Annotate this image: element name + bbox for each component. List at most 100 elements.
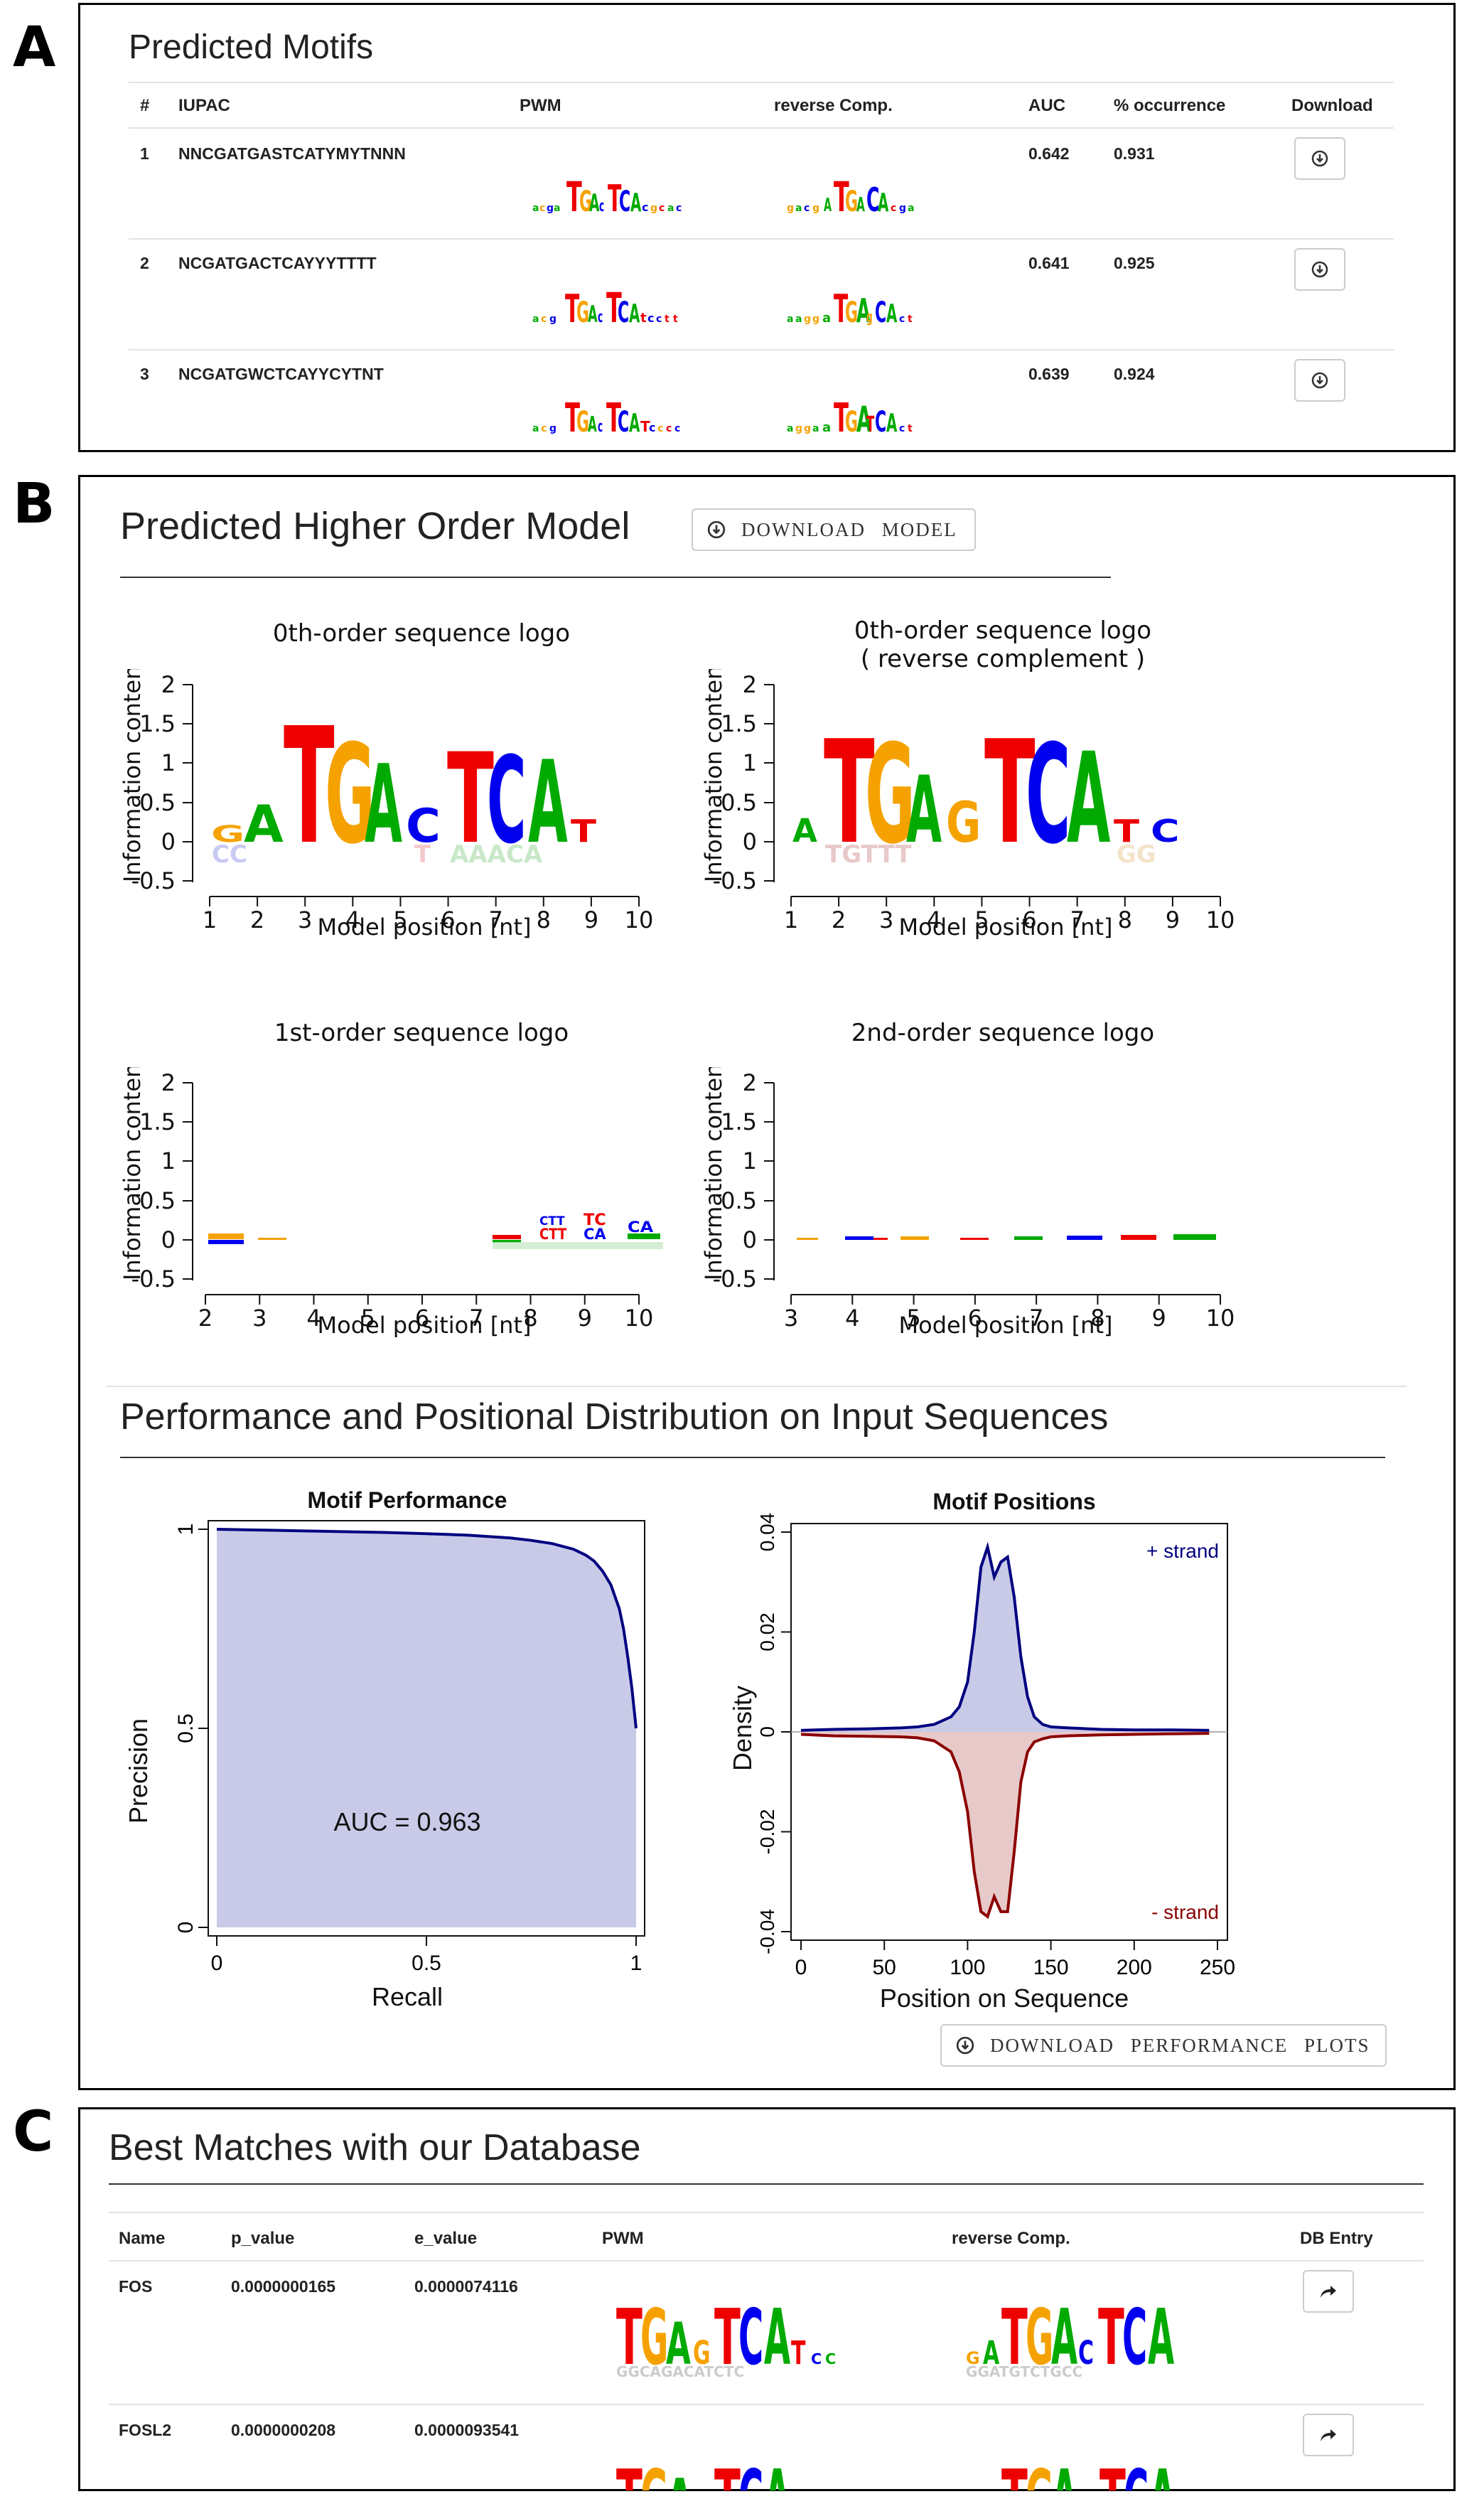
svg-text:T: T xyxy=(984,710,1036,876)
svg-text:T: T xyxy=(824,710,875,876)
download-motif-button[interactable] xyxy=(1294,359,1345,402)
y-tick-label: -0.5 xyxy=(713,867,757,894)
minus-strand-legend: - strand xyxy=(1151,1901,1219,1923)
download-motif-button[interactable] xyxy=(1294,248,1345,291)
db-entry-button[interactable] xyxy=(1303,2270,1354,2313)
svg-text:A: A xyxy=(588,301,598,328)
y-tick-label: -0.5 xyxy=(713,1265,757,1293)
svg-text:c: c xyxy=(598,418,603,436)
logo2-letters xyxy=(797,1234,1216,1240)
panel-a-title: Predicted Motifs xyxy=(129,28,374,66)
svg-text:c: c xyxy=(674,423,680,434)
svg-text:G: G xyxy=(640,2453,668,2490)
x-tick-label: 3 xyxy=(252,1305,267,1332)
db-entry-button[interactable] xyxy=(1303,2414,1354,2456)
svg-text:a: a xyxy=(532,314,539,325)
svg-text:G: G xyxy=(579,185,592,217)
x-tick-label: 7 xyxy=(488,906,502,933)
col-revcomp: reverse Comp. xyxy=(952,2229,1070,2248)
download-performance-plots-button[interactable]: DOWNLOAD PERFORMANCE PLOTS xyxy=(940,2024,1387,2067)
y-tick-label: 0 xyxy=(743,828,757,855)
svg-text:T: T xyxy=(791,2335,805,2372)
svg-text:t: t xyxy=(665,314,670,325)
svg-text:GG: GG xyxy=(1117,840,1156,869)
x-tick-label: 5 xyxy=(974,906,989,933)
svg-text:g: g xyxy=(804,314,811,325)
motif-revcomp-logo: g a c g A T G A C A c g a xyxy=(787,153,950,222)
svg-text:a: a xyxy=(787,314,793,325)
motif-pwm-logo: a c g T G A c T C A T c c c c xyxy=(532,373,696,441)
svg-text:C: C xyxy=(811,2350,822,2367)
svg-text:G: G xyxy=(576,405,589,437)
y-tick-label: 2 xyxy=(161,671,176,698)
pr-ylabel: Precision xyxy=(124,1718,153,1824)
svg-text:a: a xyxy=(795,314,802,325)
svg-text:A: A xyxy=(983,2335,1000,2372)
x-tick-label: 8 xyxy=(1118,906,1132,933)
svg-text:G: G xyxy=(576,296,589,328)
svg-text:A: A xyxy=(764,2292,790,2380)
svg-text:c: c xyxy=(649,421,655,434)
x-tick-label: 9 xyxy=(584,906,598,933)
download-circle-icon xyxy=(1311,372,1328,389)
svg-text:C: C xyxy=(1122,2292,1147,2380)
download-model-button[interactable]: DOWNLOAD MODEL xyxy=(692,508,976,551)
svg-text:C: C xyxy=(487,731,526,870)
x-tick-label: 4 xyxy=(345,906,360,933)
svg-text:g: g xyxy=(812,203,819,214)
x-tick-label: 10 xyxy=(1206,1305,1235,1332)
svg-text:g: g xyxy=(549,423,556,434)
svg-text:G: G xyxy=(1026,2292,1053,2380)
svg-text:G: G xyxy=(865,716,915,874)
svg-text:A: A xyxy=(886,408,898,437)
svg-text:C: C xyxy=(618,405,629,437)
svg-text:T: T xyxy=(1001,2454,1028,2490)
match-evalue: 0.0000093541 xyxy=(414,2421,520,2439)
svg-text:CA: CA xyxy=(628,1219,654,1236)
svg-text:G: G xyxy=(845,296,858,328)
x-tick-label: 8 xyxy=(523,1305,537,1332)
svg-text:g: g xyxy=(549,314,556,325)
svg-text:c: c xyxy=(541,423,547,434)
col-num: # xyxy=(140,96,150,115)
x-tick-label: 6 xyxy=(415,1305,429,1332)
motif-row-iupac: NNCGATGASTCATYMYTNNN xyxy=(178,144,406,163)
x-tick-label: 2 xyxy=(832,906,846,933)
y-tick-label: -0.5 xyxy=(131,1265,176,1293)
svg-text:A: A xyxy=(878,188,889,217)
match-revcomp-logo: G A T G A C T C A GGATGTCTGCC xyxy=(966,2280,1208,2382)
panel-label-c: C xyxy=(13,2100,54,2164)
plus-strand-line xyxy=(800,1541,1210,1732)
match-revcomp-logo: T G A T C A xyxy=(1001,2441,1243,2490)
match-name: FOSL2 xyxy=(119,2421,172,2439)
download-motif-button[interactable] xyxy=(1294,137,1345,180)
svg-text:G: G xyxy=(1026,2453,1053,2490)
logo1-yticks: 2 1.5 1 0.5 0 -0.5 xyxy=(131,1069,193,1293)
svg-text:c: c xyxy=(666,423,672,434)
logo2-title: 2nd-order sequence logo xyxy=(851,1019,1155,1047)
y-tick-label: 0 xyxy=(161,1226,176,1253)
svg-text:GGCAGACATCTC: GGCAGACATCTC xyxy=(616,2363,744,2380)
svg-text:g: g xyxy=(650,203,657,214)
svg-text:T: T xyxy=(1098,2294,1124,2380)
svg-text:T: T xyxy=(565,395,580,437)
svg-text:A: A xyxy=(1051,2292,1077,2380)
match-pvalue: 0.0000000208 xyxy=(231,2421,336,2439)
svg-text:A: A xyxy=(906,757,942,865)
x-tick-label: 7 xyxy=(469,1305,483,1332)
motif-row-iupac: NCGATGACTCAYYYTTTT xyxy=(178,254,377,272)
svg-text:t: t xyxy=(908,423,913,434)
svg-text:a: a xyxy=(532,423,539,434)
x-tick-label: 6 xyxy=(1022,906,1036,933)
col-pwm: PWM xyxy=(602,2229,644,2248)
logo1-xlabel: Model position [nt] xyxy=(318,1312,532,1337)
svg-text:A: A xyxy=(588,412,597,437)
match-pvalue: 0.0000000165 xyxy=(231,2277,336,2296)
svg-text:c: c xyxy=(647,311,654,325)
x-tick-label: 1 xyxy=(784,906,798,933)
panel-c-title: Best Matches with our Database xyxy=(109,2127,641,2168)
panel-c: Best Matches with our Database Name p_va… xyxy=(78,2107,1456,2491)
match-evalue: 0.0000074116 xyxy=(414,2277,518,2296)
col-dbentry: DB Entry xyxy=(1300,2229,1373,2248)
svg-text:g: g xyxy=(795,423,802,434)
